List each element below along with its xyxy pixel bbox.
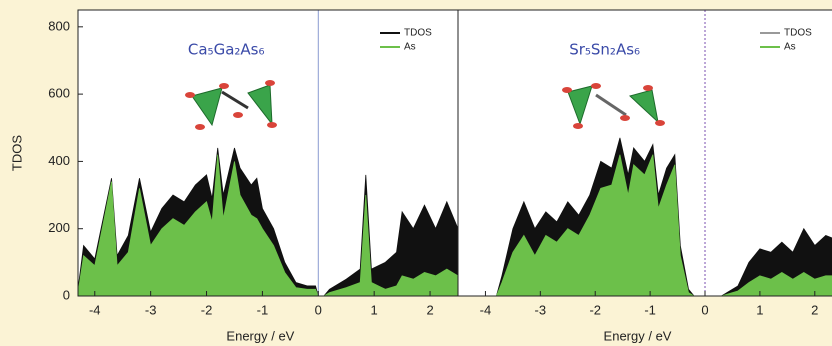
x-axis-label: Energy / eV [226, 328, 294, 343]
x-tick-label: 1 [756, 302, 763, 317]
x-tick-label: 0 [315, 302, 322, 317]
y-tick-label: 400 [48, 153, 70, 168]
plots: -4 -3 -2 -1 0 1 2 0 200 400 600 800 TDOS Energy / eV C… [9, 10, 832, 343]
x-tick-label: -2 [201, 302, 213, 317]
y-tick-label: 600 [48, 86, 70, 101]
y-axis-label: TDOS [9, 135, 24, 171]
x-tick-label: -2 [589, 302, 601, 317]
x-tick-label: -3 [145, 302, 157, 317]
x-tick-label: -1 [644, 302, 656, 317]
x-tick-label: 2 [811, 302, 818, 317]
x-tick-label: -1 [257, 302, 269, 317]
x-tick-label: 0 [701, 302, 708, 317]
chart: -4 -3 -2 -1 0 1 2 0 200 400 600 800 TDOS Energy / eV C… [0, 0, 832, 346]
y-tick-label: 800 [48, 18, 70, 33]
x-axis-label: Energy / eV [604, 328, 672, 343]
y-tick-label: 0 [63, 287, 70, 302]
legend-label: TDOS [404, 28, 432, 39]
x-tick-label: -4 [89, 302, 101, 317]
chart-title: Sr₅Sn₂As₆ [569, 41, 640, 59]
x-tick-label: 2 [426, 302, 433, 317]
y-tick-label: 200 [48, 220, 70, 235]
legend-label: As [404, 42, 416, 53]
x-tick-label: 1 [371, 302, 378, 317]
legend-label: TDOS [784, 28, 812, 39]
x-tick-label: -4 [480, 302, 492, 317]
legend-label: As [784, 42, 796, 53]
chart-title: Ca₅Ga₂As₆ [188, 41, 265, 59]
x-tick-label: -3 [535, 302, 547, 317]
